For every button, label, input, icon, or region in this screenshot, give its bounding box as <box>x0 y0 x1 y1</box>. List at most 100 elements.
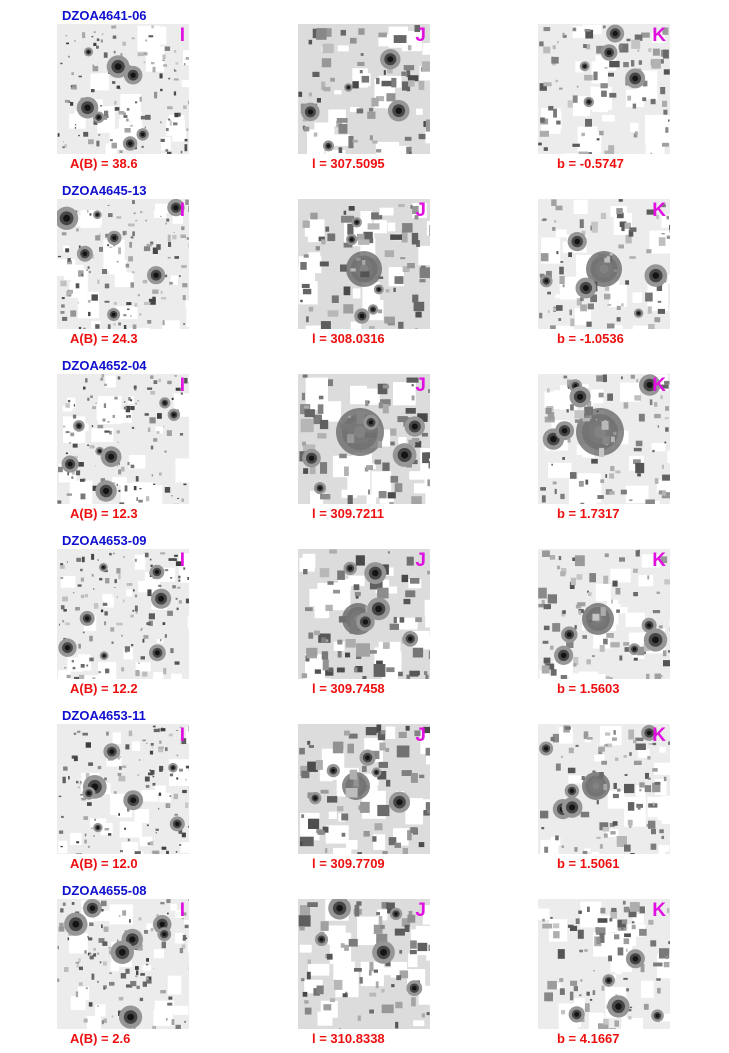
pixel-blotch <box>162 59 165 61</box>
pixel-blotch <box>574 625 577 630</box>
pixel-blotch <box>596 410 599 413</box>
galactic-latitude-label: b = 1.5603 <box>557 681 620 696</box>
pixel-blotch <box>188 825 189 828</box>
pixel-blotch <box>103 985 107 989</box>
pixel-blotch <box>363 231 373 243</box>
pixel-blotch <box>647 777 651 780</box>
sky-patch <box>393 828 409 846</box>
pixel-blotch <box>405 590 416 598</box>
pixel-blotch <box>652 782 661 793</box>
pixel-blotch <box>639 788 642 792</box>
pixel-blotch <box>62 902 66 906</box>
pixel-blotch <box>303 444 316 451</box>
sky-patch <box>647 796 670 818</box>
pixel-blotch <box>599 645 605 652</box>
pixel-blotch <box>337 570 345 580</box>
sky-patch <box>632 325 649 329</box>
pixel-blotch <box>85 742 91 748</box>
pixel-blotch <box>394 842 401 848</box>
star <box>380 949 387 956</box>
pixel-blotch <box>410 949 417 955</box>
pixel-blotch <box>599 772 604 779</box>
sky-patch <box>362 773 379 786</box>
pixel-blotch <box>146 243 153 247</box>
pixel-blotch <box>75 124 77 126</box>
pixel-blotch <box>167 106 173 110</box>
sky-patch <box>641 554 660 568</box>
sky-patch <box>419 66 430 81</box>
pixel-blotch <box>360 801 370 813</box>
sky-patch <box>106 754 122 767</box>
pixel-blotch <box>665 427 669 432</box>
pixel-blotch <box>131 426 135 429</box>
pixel-blotch <box>592 613 600 621</box>
pixel-blotch <box>122 910 127 916</box>
pixel-blotch <box>543 46 551 54</box>
pixel-blotch <box>111 641 114 644</box>
pixel-blotch <box>60 605 65 610</box>
pixel-blotch <box>633 459 641 465</box>
object-name: DZOA4641-06 <box>62 8 147 23</box>
pixel-blotch <box>633 447 642 452</box>
pixel-blotch <box>150 770 155 775</box>
extinction-label: A(B) = 12.3 <box>70 506 138 521</box>
pixel-blotch <box>150 390 155 395</box>
pixel-blotch <box>303 126 310 132</box>
pixel-blotch <box>113 244 116 247</box>
object-name: DZOA4655-08 <box>62 883 147 898</box>
star <box>632 647 637 651</box>
pixel-blotch <box>397 416 408 423</box>
pixel-blotch <box>91 35 94 38</box>
pixel-blotch <box>539 312 543 319</box>
pixel-blotch <box>80 493 86 500</box>
pixel-blotch <box>586 737 593 740</box>
pixel-blotch <box>650 152 653 154</box>
pixel-blotch <box>92 66 99 72</box>
pixel-blotch <box>625 280 629 285</box>
pixel-blotch <box>116 261 119 263</box>
pixel-blotch <box>78 958 81 962</box>
star <box>566 632 572 637</box>
pixel-blotch <box>585 29 594 39</box>
pixel-blotch <box>320 462 328 474</box>
pixel-blotch <box>573 986 578 992</box>
sky-patch <box>168 115 185 125</box>
pixel-blotch <box>167 234 171 242</box>
pixel-blotch <box>597 918 608 923</box>
pixel-blotch <box>365 727 377 736</box>
pixel-blotch <box>164 450 167 453</box>
sky-patch <box>327 925 346 945</box>
pixel-blotch <box>340 264 347 272</box>
sky-patch <box>103 239 125 271</box>
pixel-blotch <box>633 592 638 597</box>
star <box>582 285 589 291</box>
pixel-blotch <box>83 131 89 137</box>
sky-patch <box>57 259 76 276</box>
pixel-blotch <box>97 952 99 955</box>
pixel-blotch <box>338 616 347 623</box>
pixel-blotch <box>132 609 135 612</box>
pixel-blotch <box>320 321 331 329</box>
pixel-blotch <box>140 115 147 120</box>
sky-patch <box>414 483 430 494</box>
pixel-blotch <box>645 772 649 779</box>
sky-patch <box>139 836 153 847</box>
star <box>318 486 322 490</box>
band-label: K <box>652 375 666 396</box>
pixel-blotch <box>71 84 77 88</box>
pixel-blotch <box>589 998 593 1001</box>
pixel-blotch <box>72 592 75 594</box>
pixel-blotch <box>67 258 71 262</box>
pixel-blotch <box>174 813 178 816</box>
sky-patch <box>134 809 149 823</box>
pixel-blotch <box>93 953 97 957</box>
pixel-blotch <box>374 668 381 672</box>
pixel-blotch <box>657 987 661 994</box>
pixel-blotch <box>85 773 90 780</box>
sky-patch <box>413 1020 425 1026</box>
sky-patch <box>325 825 349 844</box>
star <box>615 1003 622 1010</box>
sky-patch <box>385 726 396 739</box>
sky-patch <box>388 586 398 594</box>
pixel-blotch <box>538 603 545 608</box>
